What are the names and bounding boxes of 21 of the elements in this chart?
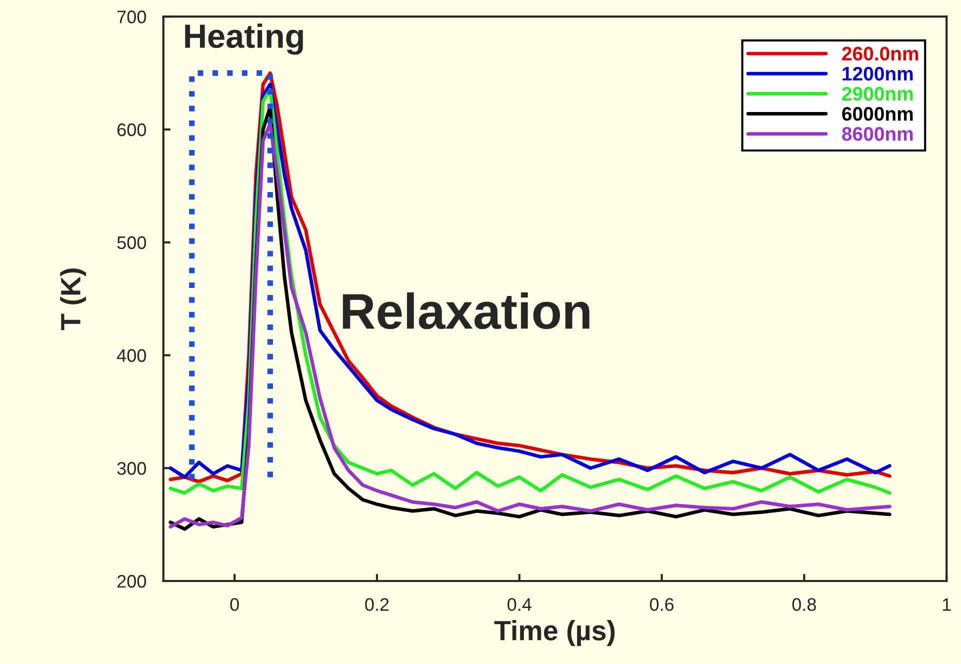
legend-label: 8600nm [842,127,913,141]
x-axis-title: Time (µs) [494,620,615,646]
legend-label: 6000nm [842,106,913,121]
y-tick-label: 200 [117,574,146,588]
y-axis-title: T (K) [60,268,86,330]
annotation: Heating [185,24,303,55]
legend-label: 2900nm [842,86,913,101]
x-tick-label: 0.2 [365,598,389,611]
x-tick-label: 0 [230,598,239,611]
y-tick-label: 700 [118,10,146,24]
legend-label: 260.0nm [842,46,918,61]
x-tick-label: 0.8 [792,598,816,611]
x-tick-label: 0.4 [508,598,532,611]
y-tick-label: 400 [116,349,146,362]
legend-label: 1200nm [842,66,913,81]
y-tick-label: 600 [118,123,146,136]
x-tick-label: 0.6 [650,598,674,611]
y-tick-label: 300 [117,462,146,475]
y-tick-label: 500 [117,236,146,250]
annotation: Relaxation [342,292,590,330]
x-tick-label: 1 [942,598,951,611]
